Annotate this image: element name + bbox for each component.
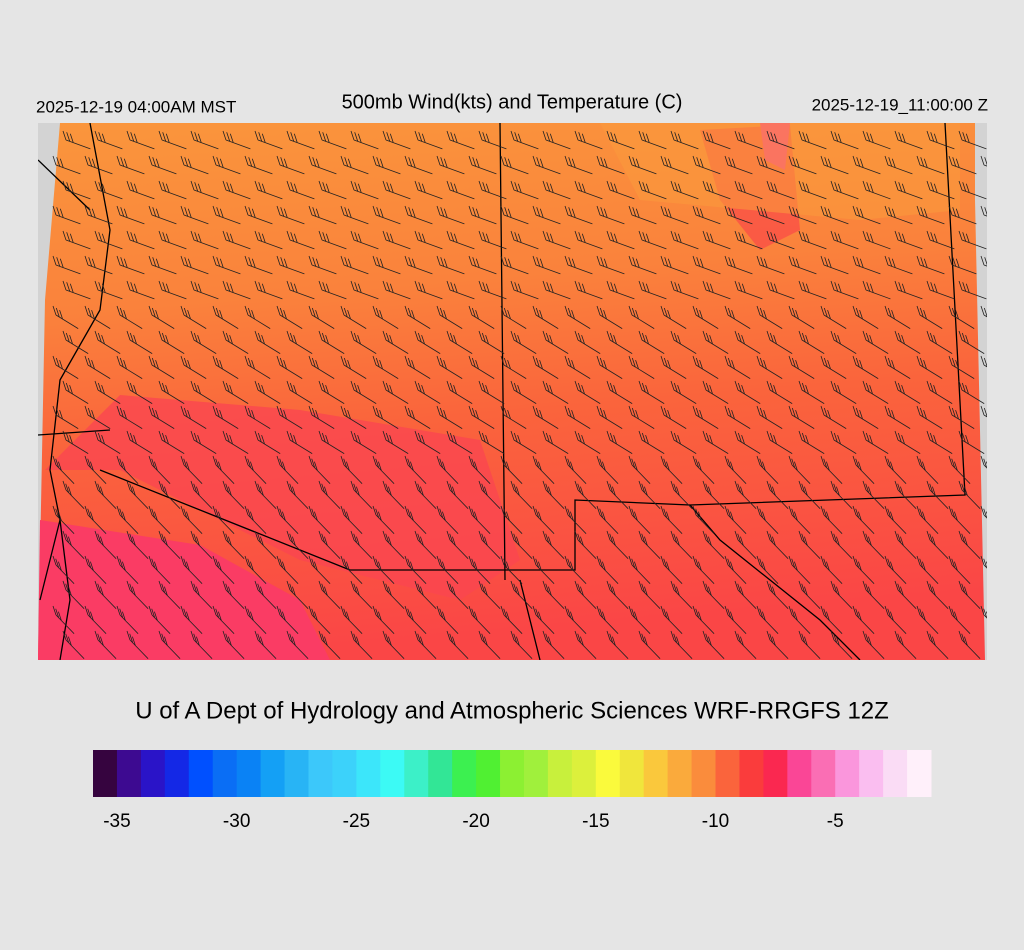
colorbar-swatch (883, 750, 908, 797)
colorbar-swatch (691, 750, 717, 797)
colorbar-swatch (500, 750, 525, 797)
colorbar-tick-label: -5 (827, 811, 844, 832)
colorbar-tick-label: -30 (223, 811, 250, 832)
colorbar-swatch (811, 750, 836, 797)
colorbar-tick-label: -20 (462, 811, 489, 832)
colorbar-swatch (523, 750, 549, 797)
colorbar-swatch (212, 750, 238, 797)
colorbar-tick-label: -10 (702, 811, 729, 832)
colorbar-tick-label: -35 (103, 811, 130, 832)
colorbar-swatch (140, 750, 166, 797)
colorbar-swatch (93, 750, 118, 797)
colorbar-swatch (763, 750, 788, 797)
colorbar-swatch (428, 750, 453, 797)
colorbar-swatch (188, 750, 214, 797)
colorbar-swatch (667, 750, 693, 797)
colorbar-swatch (859, 750, 884, 797)
colorbar-tick-label: -25 (343, 811, 370, 832)
colorbar-swatch (236, 750, 262, 797)
colorbar-swatch (739, 750, 764, 797)
colorbar-swatch (332, 750, 357, 797)
wind-barbs (52, 130, 987, 659)
colorbar-tick-label: -15 (582, 811, 609, 832)
colorbar-swatch (619, 750, 645, 797)
colorbar-swatch (452, 750, 477, 797)
cold-region (45, 395, 520, 600)
colorbar-swatch (284, 750, 309, 797)
colorbar-swatch (356, 750, 381, 797)
credit: U of A Dept of Hydrology and Atmospheric… (135, 697, 889, 724)
colorbar-swatch (595, 750, 621, 797)
colorbar-swatch (571, 750, 597, 797)
colorbar-swatch (835, 750, 860, 797)
cold-region (38, 520, 330, 660)
colorbar-swatch (547, 750, 573, 797)
colorbar-swatch (116, 750, 142, 797)
valid-time-utc: 2025-12-19_11:00:00 Z (812, 95, 988, 114)
colorbar-swatch (260, 750, 286, 797)
colorbar-swatch (787, 750, 812, 797)
valid-time-local: 2025-12-19 04:00AM MST (36, 97, 236, 116)
colorbar-swatch (164, 750, 190, 797)
colorbar-swatch (380, 750, 405, 797)
map (38, 123, 987, 660)
wind-barb-set (52, 130, 987, 659)
colorbar-swatch (643, 750, 669, 797)
colorbar: -35 -30 -25 -20 -15 -10 -5 (93, 750, 932, 832)
map-title: 500mb Wind(kts) and Temperature (C) (342, 91, 683, 113)
colorbar-swatch (476, 750, 501, 797)
colorbar-swatch (404, 750, 429, 797)
colorbar-swatch (715, 750, 740, 797)
colorbar-swatch (907, 750, 932, 797)
colorbar-swatch (308, 750, 333, 797)
